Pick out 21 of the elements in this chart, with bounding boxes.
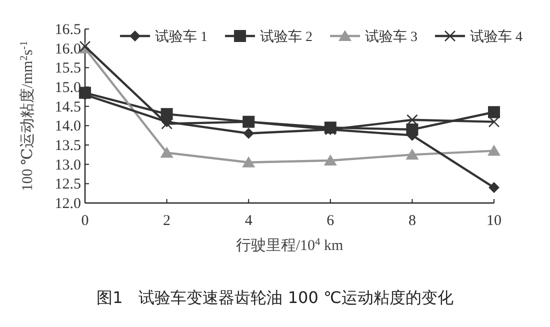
y-tick-label: 12.0	[54, 196, 81, 212]
x-tick-label: 8	[408, 213, 416, 229]
y-tick-label: 13.0	[54, 157, 81, 174]
x-axis-title: 行驶里程/10$^{4}$ km	[236, 236, 344, 254]
y-tick-label: 13.5	[54, 138, 81, 154]
y-tick-label: 15.5	[54, 60, 81, 77]
y-tick-label: 14.5	[54, 99, 81, 116]
x-tick-label: 0	[81, 213, 89, 229]
y-tick-label: 12.5	[54, 176, 81, 193]
x-tick-label: 6	[326, 213, 335, 229]
y-tick-label: 16.0	[54, 41, 81, 58]
x-tick-label: 10	[486, 213, 502, 229]
x-tick-label: 4	[244, 213, 253, 229]
legend-label: 试验车 3	[365, 29, 418, 45]
y-tick-label: 16.5	[54, 22, 81, 38]
x-tick-label: 2	[163, 213, 171, 229]
caption: 图1 试验车变速器齿轮油 100 ℃运动粘度的变化	[96, 288, 454, 307]
legend-label: 试验车 1	[155, 29, 208, 45]
legend-label: 试验车 2	[260, 29, 312, 45]
y-tick-label: 14.0	[54, 118, 81, 135]
legend-label: 试验车 4	[470, 29, 522, 45]
